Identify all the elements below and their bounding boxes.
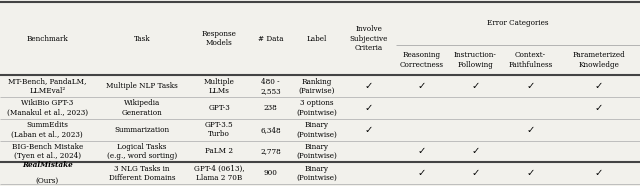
Text: 6,348: 6,348 <box>260 126 281 134</box>
Text: RealMistake: RealMistake <box>22 161 73 169</box>
Text: ✓: ✓ <box>365 125 373 135</box>
Text: Label: Label <box>307 35 327 43</box>
Text: BIG-Bench Mistake
(Tyen et al., 2024): BIG-Bench Mistake (Tyen et al., 2024) <box>12 143 83 160</box>
Text: 3 NLG Tasks in
Different Domains: 3 NLG Tasks in Different Domains <box>109 165 175 182</box>
Text: ✓: ✓ <box>595 81 604 91</box>
Text: PaLM 2: PaLM 2 <box>205 147 233 155</box>
Text: Ranking
(Pairwise): Ranking (Pairwise) <box>298 78 335 95</box>
Text: ✓: ✓ <box>471 147 479 156</box>
Text: WikiBio GPT-3
(Manakul et al., 2023): WikiBio GPT-3 (Manakul et al., 2023) <box>7 99 88 117</box>
Text: Binary
(Pointwise): Binary (Pointwise) <box>296 121 337 138</box>
Text: ✓: ✓ <box>417 81 426 91</box>
Text: ✓: ✓ <box>471 168 479 178</box>
Text: Error Categories: Error Categories <box>487 19 548 27</box>
Text: # Data: # Data <box>258 35 283 43</box>
Text: (Ours): (Ours) <box>36 177 59 185</box>
Text: Benchmark: Benchmark <box>26 35 68 43</box>
Text: 480 -
2,553: 480 - 2,553 <box>260 78 281 95</box>
Text: SummEdits
(Laban et al., 2023): SummEdits (Laban et al., 2023) <box>12 121 83 138</box>
Text: MT-Bench, PandaLM,
LLMEval²: MT-Bench, PandaLM, LLMEval² <box>8 78 86 95</box>
Text: Binary
(Pointwise): Binary (Pointwise) <box>296 143 337 160</box>
Text: Wikipedia
Generation: Wikipedia Generation <box>122 99 162 117</box>
Text: Reasoning
Correctness: Reasoning Correctness <box>400 51 444 69</box>
Text: GPT-3: GPT-3 <box>209 104 230 112</box>
Text: Involve
Subjective
Criteria: Involve Subjective Criteria <box>350 25 388 52</box>
Text: Instruction-
Following: Instruction- Following <box>454 51 497 69</box>
Text: GPT-3.5
Turbo: GPT-3.5 Turbo <box>205 121 234 138</box>
Text: ✓: ✓ <box>595 103 604 113</box>
Text: Multiple NLP Tasks: Multiple NLP Tasks <box>106 82 178 90</box>
Text: Parameterized
Knowledge: Parameterized Knowledge <box>573 51 625 69</box>
Text: 900: 900 <box>264 169 277 177</box>
Text: ✓: ✓ <box>365 81 373 91</box>
Text: Multiple
LLMs: Multiple LLMs <box>204 78 235 95</box>
Text: Logical Tasks
(e.g., word sorting): Logical Tasks (e.g., word sorting) <box>107 143 177 160</box>
Text: ✓: ✓ <box>526 168 534 178</box>
Text: ✓: ✓ <box>595 168 604 178</box>
Text: 3 options
(Pointwise): 3 options (Pointwise) <box>296 99 337 117</box>
Text: 238: 238 <box>264 104 277 112</box>
Text: Summarization: Summarization <box>114 126 170 134</box>
Text: Task: Task <box>134 35 150 43</box>
Text: ✓: ✓ <box>526 125 534 135</box>
Text: ✓: ✓ <box>417 147 426 156</box>
Text: 2,778: 2,778 <box>260 147 281 155</box>
Text: Context-
Faithfulness: Context- Faithfulness <box>508 51 552 69</box>
Text: ✓: ✓ <box>526 81 534 91</box>
Text: Binary
(Pointwise): Binary (Pointwise) <box>296 165 337 182</box>
Text: ✓: ✓ <box>471 81 479 91</box>
Text: ✓: ✓ <box>365 103 373 113</box>
Text: GPT-4 (0613),
Llama 2 70B: GPT-4 (0613), Llama 2 70B <box>194 165 244 182</box>
Text: Response
Models: Response Models <box>202 30 237 47</box>
Text: ✓: ✓ <box>417 168 426 178</box>
